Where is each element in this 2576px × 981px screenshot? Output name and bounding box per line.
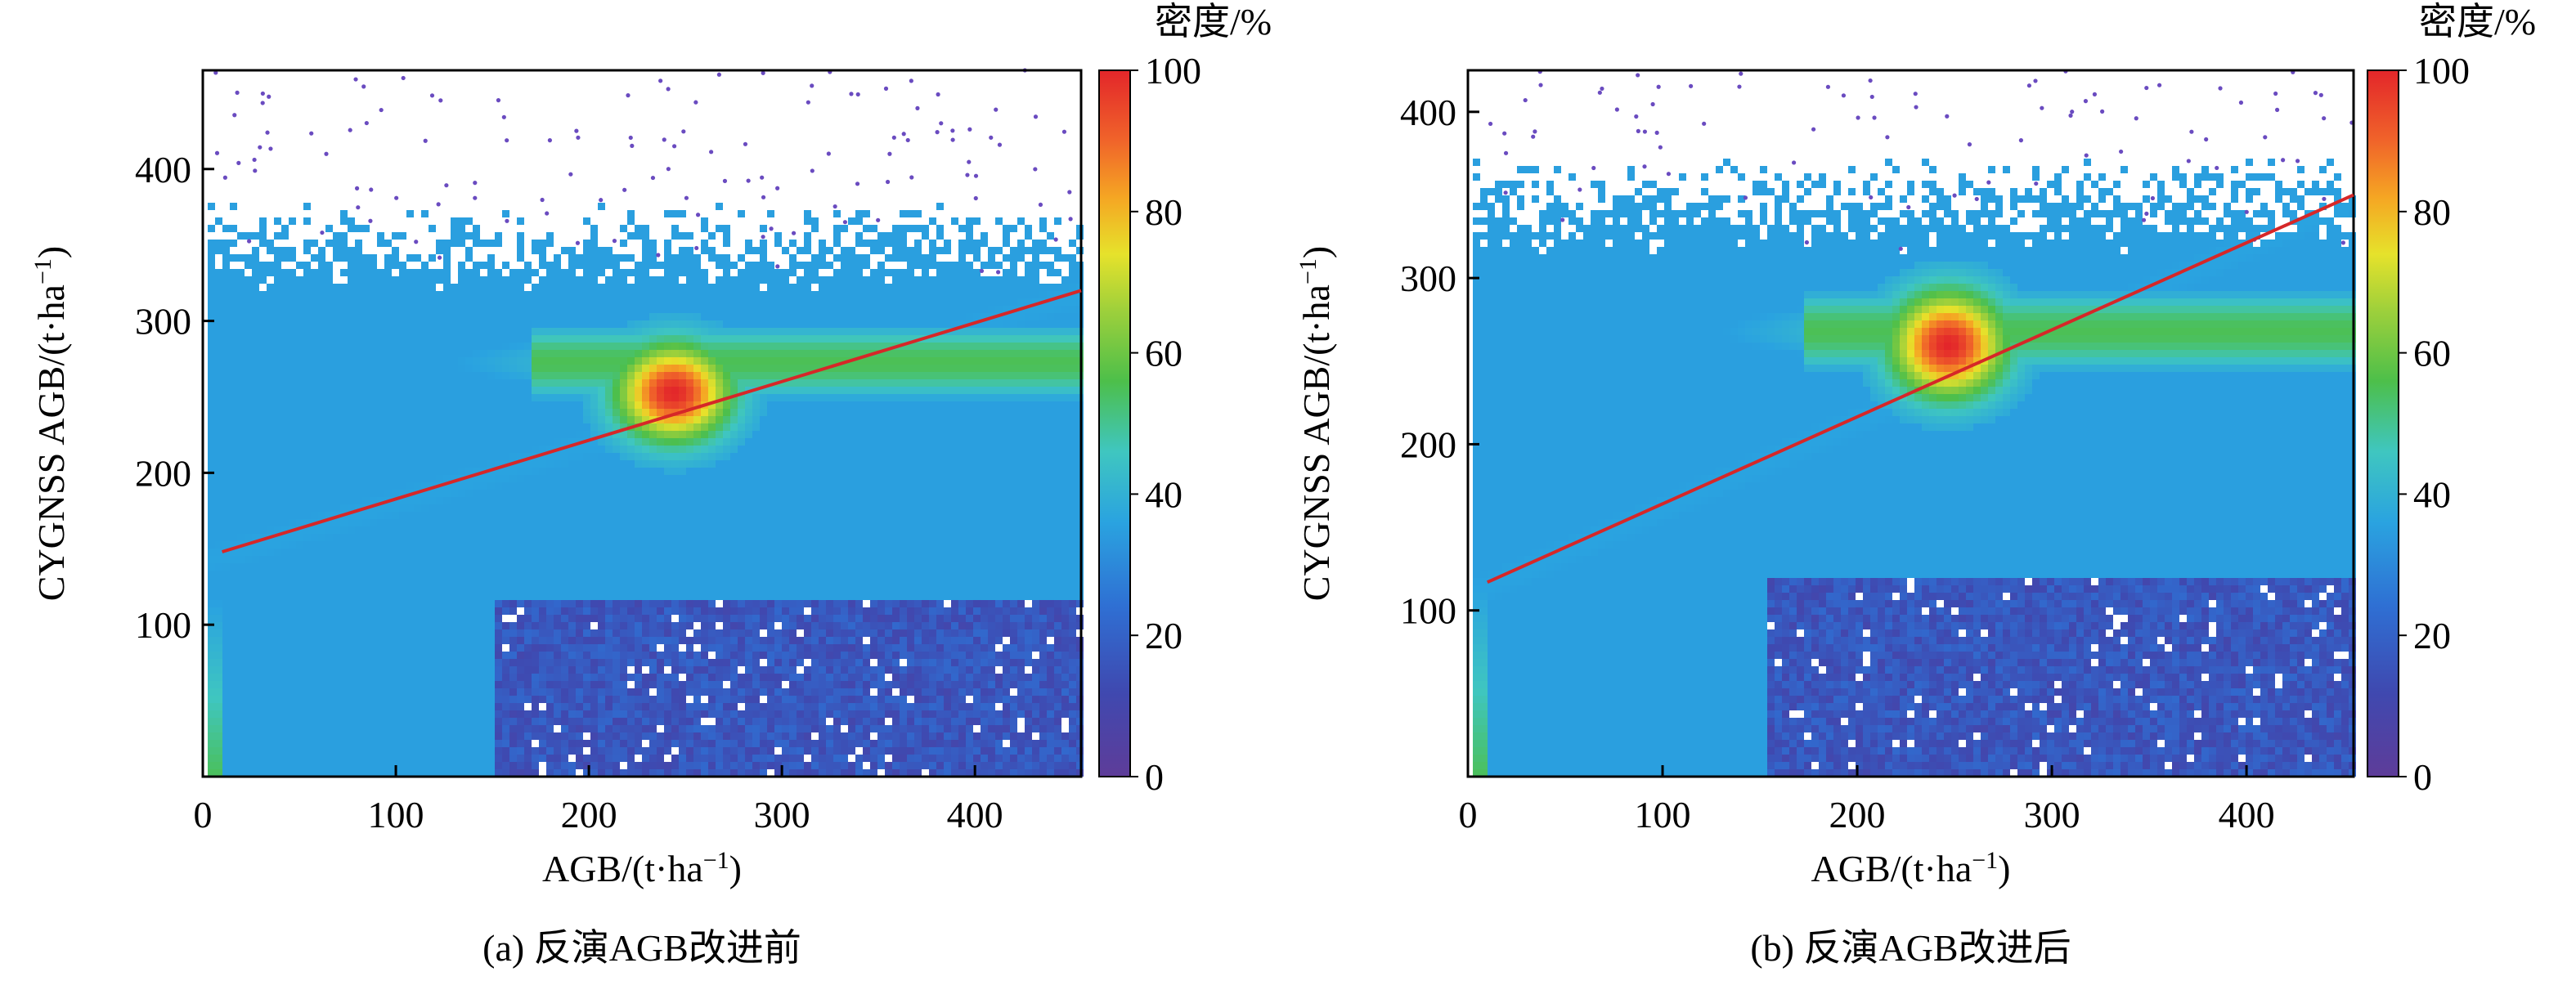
y-tick-label: 200	[1400, 423, 1456, 465]
colorbar	[2367, 70, 2399, 777]
x-tick-label: 400	[2219, 794, 2275, 835]
colorbar-tick-label: 80	[1145, 191, 1183, 233]
y-axis-label: CYGNSS AGB/(t·ha−1)	[1295, 246, 1338, 601]
colorbar-title: 密度/%	[1155, 1, 1272, 43]
colorbar-tick-label: 40	[2413, 473, 2451, 515]
colorbar	[1099, 70, 1130, 777]
x-tick-label: 100	[1635, 794, 1691, 835]
colorbar-ticks: 0 20 40 60 80 100	[1130, 50, 1201, 798]
colorbar-tick-label: 60	[2413, 333, 2451, 374]
y-tick-label: 300	[1400, 258, 1456, 299]
colorbar-tick-label: 80	[2413, 191, 2451, 233]
colorbar-tick-label: 60	[1145, 333, 1183, 374]
colorbar-tick-label: 0	[2413, 756, 2432, 798]
panel-caption: (b) 反演AGB改进后	[1750, 927, 2071, 969]
colorbar-ticks: 0 20 40 60 80 100	[2399, 50, 2470, 798]
density-scatter-points	[1468, 69, 2356, 777]
y-tick-label: 200	[135, 452, 191, 494]
x-tick-label: 400	[947, 794, 1003, 835]
x-axis-label: AGB/(t·ha−1)	[542, 847, 742, 890]
y-tick-label: 100	[135, 604, 191, 646]
x-tick-label: 100	[368, 794, 424, 835]
x-tick-label: 0	[194, 794, 213, 835]
y-axis-label: CYGNSS AGB/(t·ha−1)	[29, 246, 73, 601]
colorbar-tick-label: 20	[2413, 615, 2451, 656]
x-tick-label: 200	[561, 794, 617, 835]
colorbar-tick-label: 100	[1145, 50, 1201, 92]
colorbar-title: 密度/%	[2419, 1, 2536, 43]
colorbar-tick-label: 40	[1145, 473, 1183, 515]
y-tick-label: 400	[1400, 92, 1456, 133]
y-tick-label: 100	[1400, 590, 1456, 632]
colorbar-tick-label: 0	[1145, 756, 1164, 798]
colorbar-tick-label: 100	[2413, 50, 2470, 92]
y-tick-label: 400	[135, 149, 191, 190]
panel-caption: (a) 反演AGB改进前	[482, 927, 801, 969]
y-tick-label: 300	[135, 301, 191, 343]
colorbar-tick-label: 20	[1145, 615, 1183, 656]
x-tick-label: 0	[1459, 794, 1478, 835]
x-tick-label: 200	[1829, 794, 1886, 835]
x-tick-label: 300	[754, 794, 810, 835]
x-axis-label: AGB/(t·ha−1)	[1811, 847, 2011, 890]
x-tick-label: 300	[2024, 794, 2080, 835]
